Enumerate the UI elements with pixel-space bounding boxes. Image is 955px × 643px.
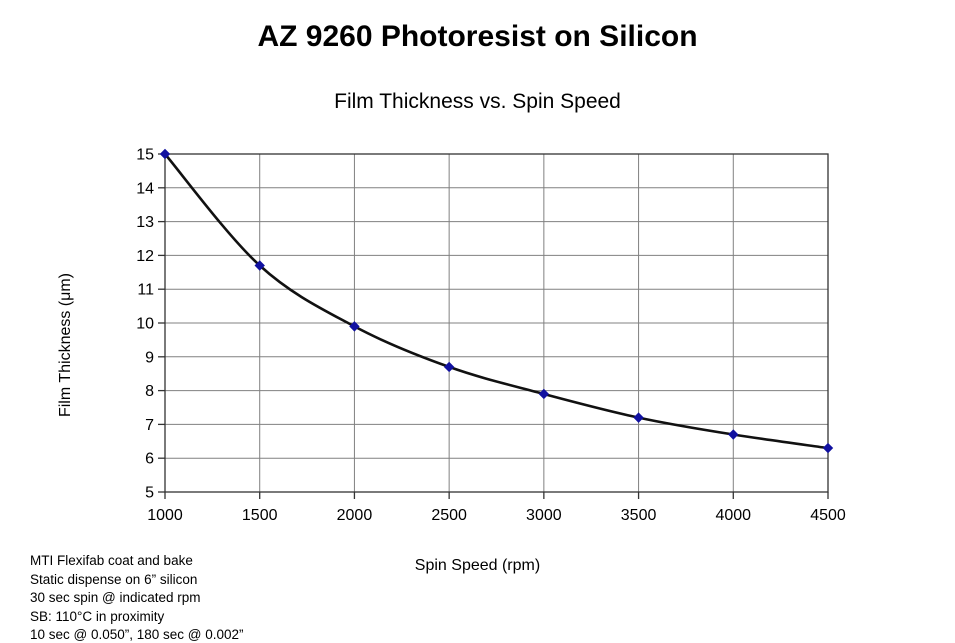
y-tick-label: 6 [145, 451, 154, 468]
thickness-curve [163, 152, 830, 450]
x-tick-label: 3500 [621, 507, 657, 524]
x-tick-label: 1000 [147, 507, 183, 524]
y-tick-label: 9 [145, 349, 154, 366]
data-point-marker [538, 388, 550, 400]
process-notes: MTI Flexifab coat and bake Static dispen… [30, 552, 244, 643]
chart-title: AZ 9260 Photoresist on Silicon [257, 20, 698, 53]
data-point-marker [728, 429, 739, 440]
data-point-marker [443, 361, 455, 373]
y-tick-label: 15 [136, 147, 154, 164]
x-axis-title: Spin Speed (rpm) [414, 557, 541, 574]
data-point-marker [159, 148, 171, 160]
process-note-line: Static dispense on 6” silicon [30, 571, 198, 587]
x-tick-label: 4500 [810, 507, 846, 524]
process-note-line: SB: 110°C in proximity [30, 608, 165, 624]
x-tick-label: 2500 [431, 507, 467, 524]
data-point-marker [254, 260, 265, 271]
x-tick-label: 4000 [715, 507, 751, 524]
y-tick-label: 5 [145, 485, 154, 502]
process-note-line: MTI Flexifab coat and bake [30, 553, 193, 568]
data-point-marker [822, 442, 834, 454]
y-tick-label: 13 [136, 214, 154, 231]
chart-subtitle: Film Thickness vs. Spin Speed [334, 90, 621, 113]
process-note-line: 30 sec spin @ indicated rpm [30, 590, 201, 606]
data-point-marker [633, 412, 644, 423]
data-point-marker [349, 321, 360, 332]
y-tick-label: 11 [137, 282, 154, 299]
x-tick-label: 3000 [526, 507, 562, 524]
y-tick-label: 7 [145, 417, 154, 434]
process-note-line: 10 sec @ 0.050”, 180 sec @ 0.002” [30, 627, 244, 643]
y-tick-label: 12 [136, 248, 154, 265]
x-tick-label: 1500 [242, 507, 278, 524]
y-tick-label: 14 [136, 180, 154, 197]
y-tick-label: 8 [145, 383, 154, 400]
y-tick-label: 10 [136, 316, 154, 333]
x-tick-label: 2000 [337, 507, 373, 524]
